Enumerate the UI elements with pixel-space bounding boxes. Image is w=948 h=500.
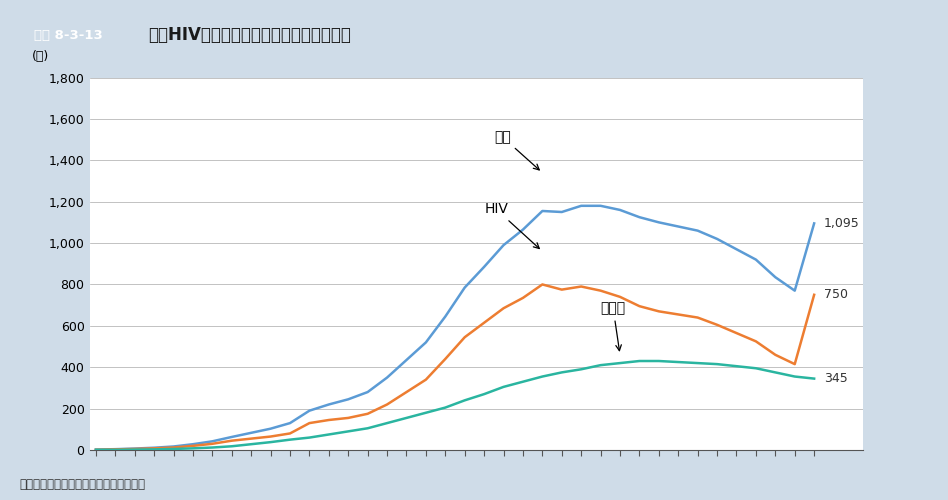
Text: 345: 345 xyxy=(824,372,848,385)
Text: HIV: HIV xyxy=(484,202,539,248)
Text: 資料：厘生労働省エイズ動向委員会報告: 資料：厘生労働省エイズ動向委員会報告 xyxy=(19,478,145,490)
Text: 合計: 合計 xyxy=(494,130,539,170)
Text: 新規HIV感染者・エイズ患者報告数の推移: 新規HIV感染者・エイズ患者報告数の推移 xyxy=(148,26,352,44)
Text: 図表 8-3-13: 図表 8-3-13 xyxy=(34,28,103,42)
Text: エイズ: エイズ xyxy=(601,302,626,350)
Text: 1,095: 1,095 xyxy=(824,217,860,230)
Text: (件): (件) xyxy=(32,50,49,62)
Text: 750: 750 xyxy=(824,288,848,302)
